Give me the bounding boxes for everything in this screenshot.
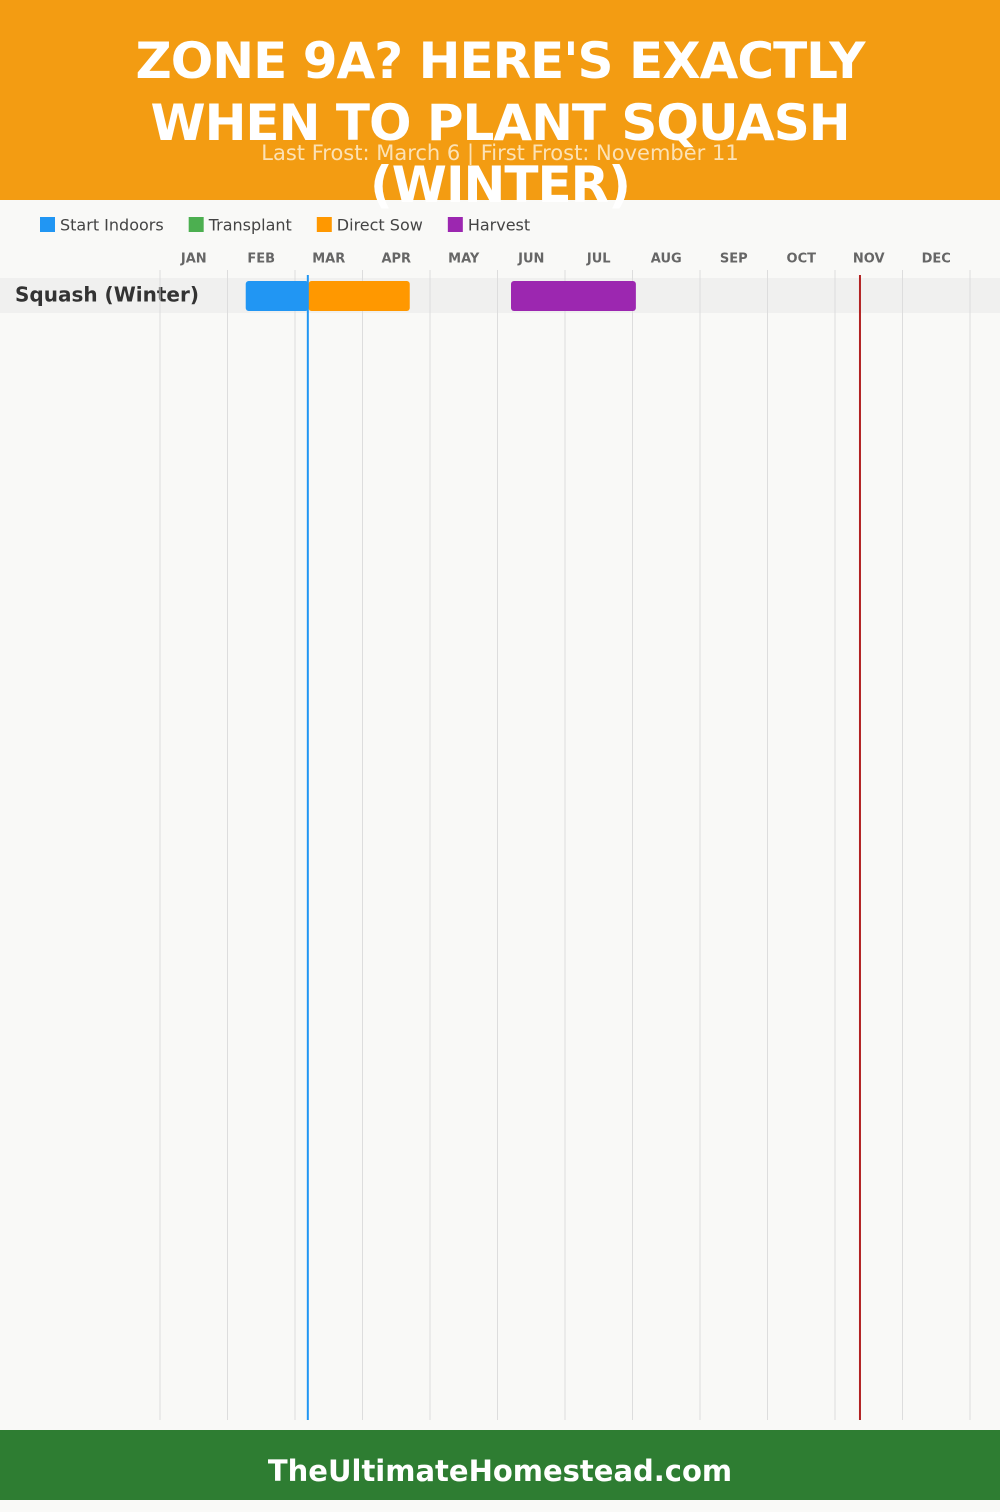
x-tick-label: DEC (922, 252, 951, 267)
legend-label: Start Indoors (60, 216, 164, 235)
x-tick-label: JAN (180, 252, 207, 267)
legend-swatch (316, 217, 332, 232)
task-bar (511, 281, 636, 311)
legend-label: Harvest (468, 216, 530, 235)
legend-swatch (447, 217, 463, 232)
chart: Start Indoors Transplant Direct Sow Harvest… (0, 215, 1000, 1420)
task-bar (308, 281, 410, 311)
x-tick-label: JUN (517, 252, 544, 267)
header (0, 0, 1000, 200)
chart-subtitle: Last Frost: March 6 | First Frost: Novem… (261, 141, 739, 165)
x-tick-label: APR (381, 252, 411, 267)
x-tick-label: MAY (448, 252, 480, 267)
task-bar (245, 281, 309, 311)
x-tick-label: JUL (586, 252, 611, 267)
x-tick-label: MAR (312, 252, 345, 267)
legend-label: Direct Sow (337, 216, 423, 235)
legend-label: Transplant (208, 216, 292, 235)
legend-swatch (40, 217, 55, 232)
x-tick-label: AUG (651, 252, 682, 267)
x-tick-label: NOV (853, 252, 885, 267)
chart-title: ZONE 9A? HERE'S EXACTLY WHEN TO PLANT SQ… (135, 32, 866, 214)
x-tick-label: FEB (247, 252, 275, 267)
legend-swatch (188, 217, 204, 232)
row-label: Squash (Winter) (15, 283, 199, 307)
x-tick-label: OCT (787, 252, 817, 267)
row-band (0, 278, 1000, 313)
x-tick-label: SEP (720, 252, 748, 267)
footer: TheUltimateHomestead.com (0, 1430, 1000, 1500)
